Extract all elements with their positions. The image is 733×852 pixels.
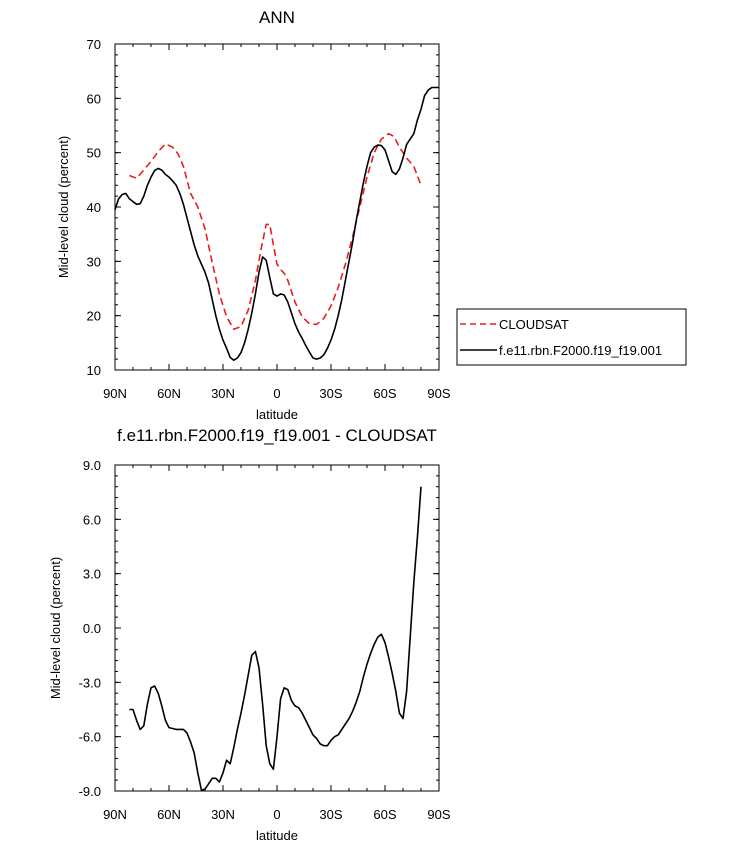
- top-x-tick-label-5: 60S: [373, 386, 396, 401]
- top-y-axis-label: Mid-level cloud (percent): [56, 136, 71, 278]
- bottom-chart-title: f.e11.rbn.F2000.f19_f19.001 - CLOUDSAT: [117, 426, 437, 445]
- top-series-line-1: [114, 86, 439, 362]
- bottom-y-tick-label-1: -6.0: [79, 730, 101, 745]
- bottom-y-tick-label-2: -3.0: [79, 675, 101, 690]
- top-y-tick-label-6: 70: [87, 37, 101, 52]
- bottom-y-tick-label-3: 0.0: [83, 621, 101, 636]
- bottom-x-axis-label: latitude: [256, 828, 298, 843]
- top-y-tick-label-3: 40: [87, 200, 101, 215]
- bottom-x-tick-label-1: 60N: [157, 807, 181, 822]
- bottom-x-tick-label-3: 0: [273, 807, 280, 822]
- top-x-tick-label-1: 60N: [157, 386, 181, 401]
- top-y-tick-label-4: 50: [87, 146, 101, 161]
- top-y-tick-label-1: 20: [87, 309, 101, 324]
- legend: CLOUDSAT f.e11.rbn.F2000.f19_f19.001: [456, 308, 687, 366]
- top-y-tick-label-2: 30: [87, 254, 101, 269]
- bottom-x-tick-label-2: 30N: [211, 807, 235, 822]
- top-y-tick-label-0: 10: [87, 363, 101, 378]
- bottom-plot-frame: [114, 464, 440, 792]
- bottom-x-tick-label-0: 90N: [103, 807, 127, 822]
- top-x-tick-label-0: 90N: [103, 386, 127, 401]
- legend-label-model: f.e11.rbn.F2000.f19_f19.001: [499, 343, 662, 358]
- bottom-y-tick-label-5: 6.0: [83, 512, 101, 527]
- bottom-y-tick-label-6: 9.0: [83, 458, 101, 473]
- bottom-y-axis-label: Mid-level cloud (percent): [48, 557, 63, 699]
- top-panel: ANN 90N 60N 30N 0 30S 60S 90S 10 20 30 40 50 60 70 la…: [56, 8, 687, 422]
- top-series-line-0: [129, 132, 422, 331]
- top-x-axis-label: latitude: [256, 407, 298, 422]
- bottom-series-group: [129, 486, 422, 791]
- bottom-x-tick-label-6: 90S: [427, 807, 450, 822]
- top-series-group: [114, 86, 439, 362]
- bottom-ticks: 90N 60N 30N 0 30S 60S 90S -9.0 -6.0 -3.0 0.0 3.0 6.0…: [79, 458, 451, 822]
- top-ticks: 90N 60N 30N 0 30S 60S 90S 10 20 30 40 50 60 70: [87, 37, 451, 401]
- top-x-tick-label-2: 30N: [211, 386, 235, 401]
- bottom-x-tick-label-5: 60S: [373, 807, 396, 822]
- top-x-tick-label-4: 30S: [319, 386, 342, 401]
- top-chart-title: ANN: [259, 8, 295, 27]
- bottom-panel: f.e11.rbn.F2000.f19_f19.001 - CLOUDSAT 9…: [48, 426, 451, 843]
- legend-box: [456, 308, 687, 366]
- top-x-tick-label-3: 0: [273, 386, 280, 401]
- bottom-y-tick-label-0: -9.0: [79, 784, 101, 799]
- top-x-tick-label-6: 90S: [427, 386, 450, 401]
- bottom-series-line-0: [129, 486, 422, 791]
- bottom-x-tick-label-4: 30S: [319, 807, 342, 822]
- legend-label-cloudsat: CLOUDSAT: [499, 317, 569, 332]
- top-y-tick-label-5: 60: [87, 91, 101, 106]
- bottom-y-tick-label-4: 3.0: [83, 567, 101, 582]
- top-plot-frame: [114, 43, 440, 371]
